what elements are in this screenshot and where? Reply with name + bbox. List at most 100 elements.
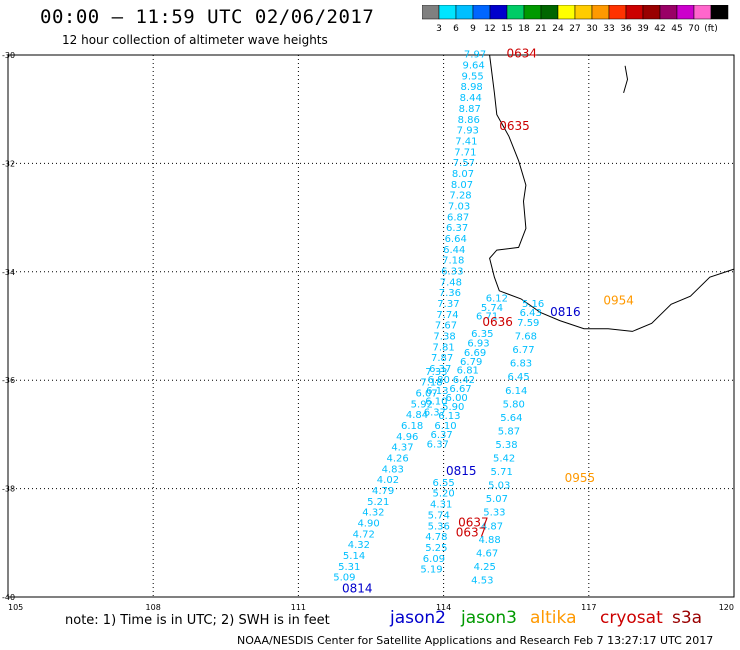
pass-time-label: 0635 <box>499 119 530 133</box>
pass-time-label: 0816 <box>550 305 581 319</box>
pass-time-label: 0637 <box>456 525 487 539</box>
x-tick-label: 114 <box>436 603 451 612</box>
wave-height-value: 5.21 <box>367 497 389 508</box>
island-outline <box>623 65 629 94</box>
wave-height-value: 7.36 <box>439 288 461 299</box>
wave-height-value: 7.18 <box>420 378 442 389</box>
x-tick-label: 117 <box>581 603 596 612</box>
wave-height-value: 7.67 <box>435 321 457 332</box>
wave-height-value: 6.80 <box>428 375 450 386</box>
wave-height-value: 6.35 <box>471 329 493 340</box>
wave-height-value: 7.48 <box>440 277 462 288</box>
wave-height-value: 4.37 <box>391 443 413 454</box>
legend-s3a: s3a <box>672 608 703 628</box>
x-tick-label: 105 <box>8 603 23 612</box>
wave-height-value: 6.10 <box>425 397 447 408</box>
legend-jason2: jason2 <box>390 608 446 628</box>
wave-height-value: 4.25 <box>474 562 496 573</box>
wave-height-value: 7.74 <box>436 310 458 321</box>
wave-height-value: 4.96 <box>396 432 418 443</box>
wave-height-value: 6.79 <box>460 357 482 368</box>
wave-height-value: 5.19 <box>420 565 442 576</box>
wave-height-value: 6.42 <box>453 375 475 386</box>
wave-height-value: 6.83 <box>510 359 532 370</box>
wave-height-value: 4.67 <box>476 548 498 559</box>
pass-time-label: 0634 <box>507 47 538 61</box>
wave-height-value: 6.18 <box>401 421 423 432</box>
wave-height-value: 5.80 <box>503 399 525 410</box>
pass-time-label: 0954 <box>603 293 634 307</box>
wave-height-value: 8.44 <box>460 93 482 104</box>
wave-height-value: 5.16 <box>522 299 544 310</box>
colorbar-label: 42 <box>654 24 665 34</box>
wave-height-value: 6.10 <box>434 421 456 432</box>
wave-height-value: 6.37 <box>446 223 468 234</box>
wave-height-value: 8.86 <box>458 115 480 126</box>
wave-height-value: 5.20 <box>432 489 454 500</box>
colorbar-label: 9 <box>470 24 476 34</box>
wave-height-value: 5.42 <box>493 454 515 465</box>
colorbar-label: 6 <box>453 24 459 34</box>
x-tick-label: 108 <box>146 603 161 612</box>
wave-height-value: 8.07 <box>452 169 474 180</box>
wave-height-value: 6.33 <box>441 267 463 278</box>
wave-height-value: 4.31 <box>430 500 452 511</box>
colorbar-label: 15 <box>501 24 512 34</box>
wave-height-value: 6.45 <box>507 372 529 383</box>
wave-height-value: 6.00 <box>446 393 468 404</box>
wave-height-value: 5.14 <box>343 551 365 562</box>
y-tick-label: -34 <box>2 268 15 277</box>
colorbar-label: 3 <box>436 24 442 34</box>
wave-height-value: 4.78 <box>425 532 447 543</box>
wave-height-value: 7.41 <box>455 136 477 147</box>
wave-height-value: 7.59 <box>517 318 539 329</box>
wave-height-value: 9.64 <box>462 61 484 72</box>
wave-height-value: 4.79 <box>372 486 394 497</box>
pass-time-label: 0815 <box>446 464 477 478</box>
wave-height-value: 5.33 <box>483 508 505 519</box>
y-tick-label: -36 <box>2 376 15 385</box>
colorbar-label: 21 <box>535 24 546 34</box>
wave-height-value: 5.09 <box>333 573 355 584</box>
wave-height-value: 7.57 <box>453 158 475 169</box>
wave-height-colorbar: 3 6 9 12 15 18 21 24 27 30 33 36 39 42 45 70 (ft) <box>422 5 729 34</box>
wave-height-value: 7.93 <box>457 126 479 137</box>
wave-height-value: 5.64 <box>500 413 522 424</box>
wave-height-value: 4.84 <box>406 410 428 421</box>
wave-height-value: 7.87 <box>431 353 453 364</box>
credit-line: NOAA/NESDIS Center for Satellite Applica… <box>237 634 714 647</box>
wave-height-value: 5.07 <box>486 494 508 505</box>
y-tick-label: -30 <box>2 51 15 60</box>
wave-height-value: 6.09 <box>423 554 445 565</box>
wave-height-value: 6.13 <box>426 386 448 397</box>
x-tick-label: 120 <box>719 603 734 612</box>
wave-height-value: 6.93 <box>467 339 489 350</box>
wave-height-value: 6.55 <box>432 478 454 489</box>
wave-height-value: 6.37 <box>424 407 446 418</box>
colorbar-label: 12 <box>484 24 495 34</box>
wave-height-value: 7.28 <box>449 191 471 202</box>
wave-height-value: 6.77 <box>512 345 534 356</box>
wave-height-value: 4.88 <box>478 535 500 546</box>
wave-height-value: 6.37 <box>431 430 453 441</box>
colorbar-label: 24 <box>552 24 564 34</box>
legend-jason3: jason3 <box>461 608 517 628</box>
wave-height-value: 6.44 <box>443 245 465 256</box>
wave-height-value: 6.87 <box>447 212 469 223</box>
wave-height-value: 5.90 <box>442 402 464 413</box>
wave-height-value: 4.90 <box>357 519 379 530</box>
pass-time-label: 0637 <box>458 516 489 530</box>
wave-height-value: 8.98 <box>461 82 483 93</box>
wave-height-value: 5.92 <box>411 399 433 410</box>
legend-cryosat: cryosat <box>600 608 663 628</box>
wave-height-value: 4.53 <box>471 575 493 586</box>
wave-height-value: 7.33 <box>425 367 447 378</box>
wave-height-value: 6.64 <box>445 234 467 245</box>
wave-height-value: 7.97 <box>464 50 486 61</box>
wave-height-value: 5.74 <box>428 510 450 521</box>
wave-height-value: 9.55 <box>462 71 484 82</box>
wave-height-value: 4.87 <box>481 521 503 532</box>
wave-height-value: 5.36 <box>428 521 450 532</box>
wave-height-value: 7.18 <box>442 256 464 267</box>
